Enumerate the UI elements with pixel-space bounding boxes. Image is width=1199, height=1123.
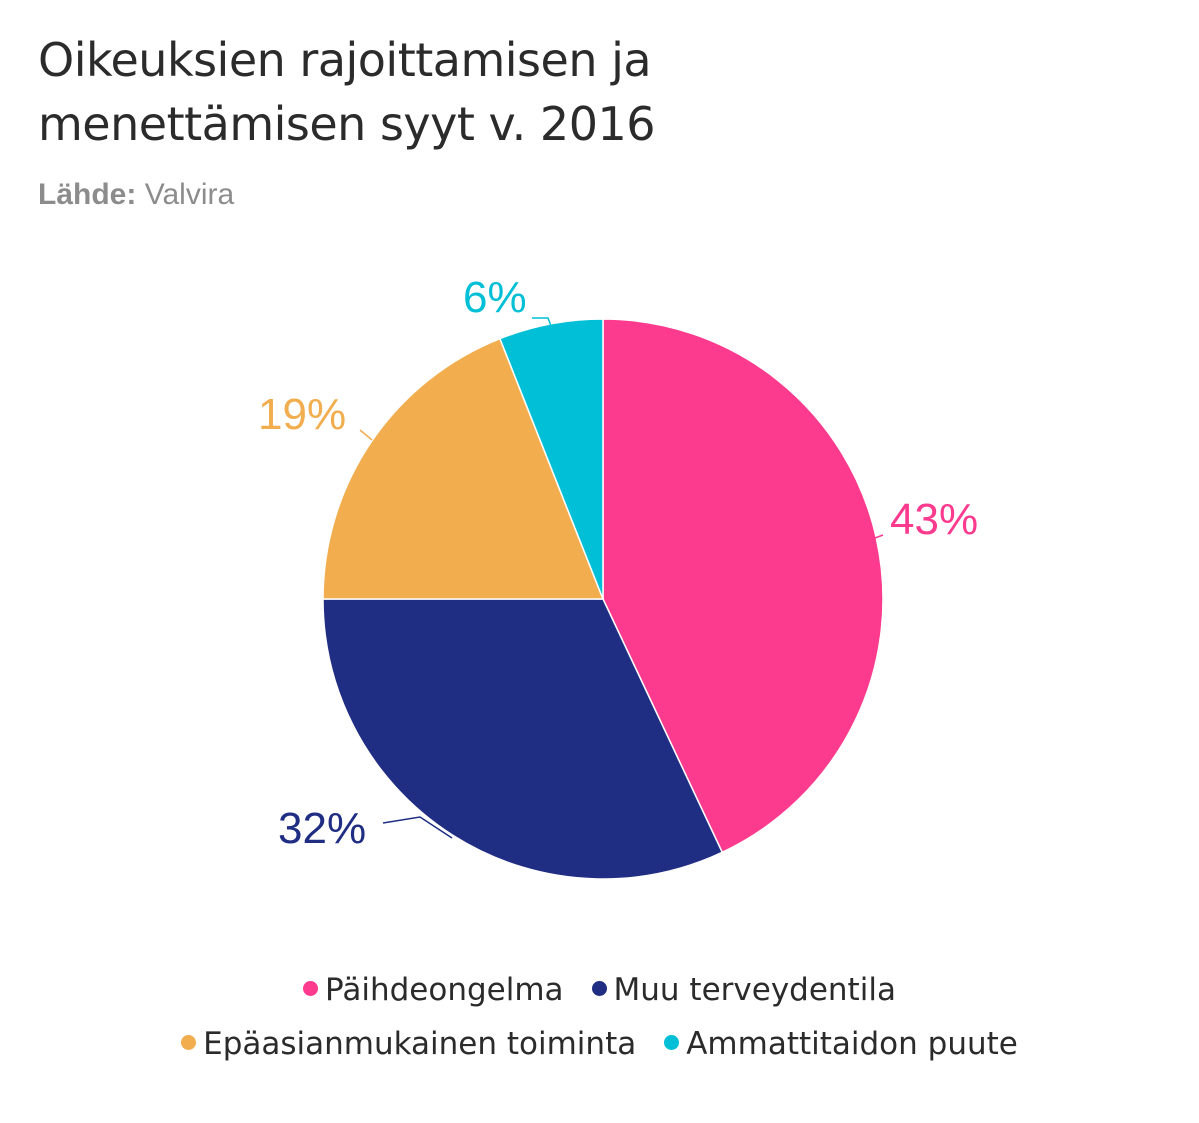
legend-swatch-ammattitaidon-puute: [664, 1035, 680, 1050]
chart-legend: Päihdeongelma Muu terveydentila Epäasian…: [0, 972, 1199, 1062]
legend-row-1: Päihdeongelma Muu terveydentila: [0, 972, 1199, 1008]
data-label-ammattitaidon-puute: 6%: [463, 273, 527, 322]
legend-swatch-paihdeongelma: [303, 981, 319, 996]
leader-line-ammattitaidon-puute: [532, 317, 552, 327]
legend-swatch-muu-terveydentila: [591, 981, 607, 996]
pie-slice-muu-terveydentila[interactable]: [322, 598, 724, 880]
legend-label-ammattitaidon-puute: Ammattitaidon puute: [686, 1026, 1018, 1062]
legend-item-muu-terveydentila[interactable]: Muu terveydentila: [591, 972, 896, 1008]
source-label: Lähde:: [38, 178, 137, 211]
legend-item-epaasianmukainen-toiminta[interactable]: Epäasianmukainen toiminta: [181, 1026, 636, 1062]
legend-swatch-epaasianmukainen-toiminta: [181, 1035, 197, 1050]
leader-line-paihdeongelma: [874, 534, 884, 539]
legend-label-muu-terveydentila: Muu terveydentila: [613, 972, 896, 1008]
chart-title-line-1: Oikeuksien rajoittamisen ja: [38, 33, 652, 87]
legend-row-2: Epäasianmukainen toiminta Ammattitaidon …: [0, 1026, 1199, 1062]
chart-title-line-2: menettämisen syyt v. 2016: [38, 97, 656, 151]
data-label-muu-terveydentila: 32%: [278, 804, 366, 853]
legend-label-paihdeongelma: Päihdeongelma: [325, 972, 564, 1008]
data-label-paihdeongelma: 43%: [890, 495, 978, 544]
chart-title: Oikeuksien rajoittamisen ja menettämisen…: [38, 28, 1138, 156]
leader-line-muu-terveydentila: [382, 816, 453, 839]
legend-item-paihdeongelma[interactable]: Päihdeongelma: [303, 972, 564, 1008]
pie-chart: 43% 32% 19% 6%: [258, 273, 978, 880]
source-value: Valvira: [144, 178, 235, 211]
legend-item-ammattitaidon-puute[interactable]: Ammattitaidon puute: [664, 1026, 1018, 1062]
chart-source: Lähde: Valvira: [38, 178, 234, 212]
data-label-epaasianmukainen-toiminta: 19%: [258, 390, 346, 439]
legend-label-epaasianmukainen-toiminta: Epäasianmukainen toiminta: [203, 1026, 637, 1062]
leader-line-epaasianmukainen-toiminta: [359, 429, 373, 441]
pie-slice-epaasianmukainen-toiminta[interactable]: [322, 337, 605, 600]
